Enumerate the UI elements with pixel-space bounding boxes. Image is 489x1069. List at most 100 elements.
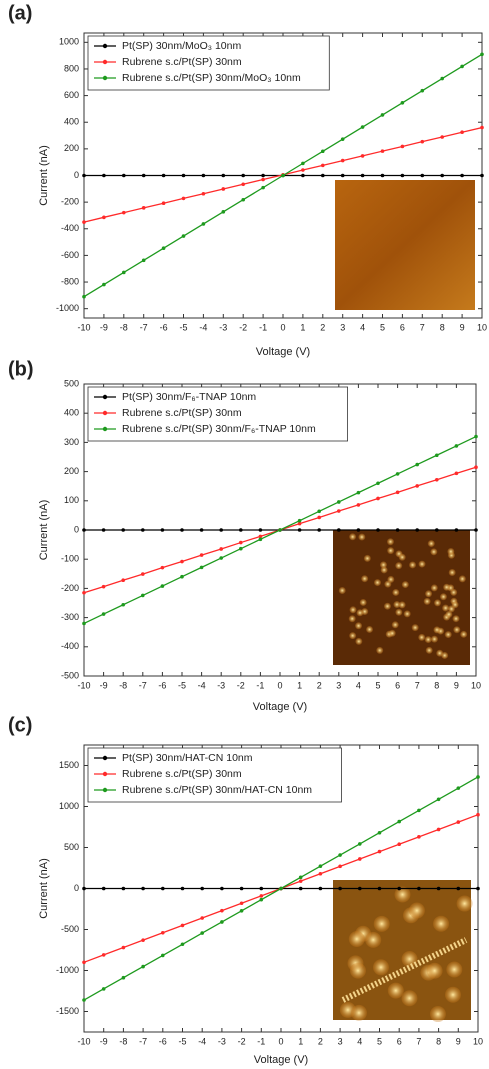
y-tick-label: -100 xyxy=(61,554,79,564)
data-point xyxy=(220,909,224,913)
data-point xyxy=(200,566,204,570)
data-point xyxy=(122,211,126,215)
legend-swatch xyxy=(103,788,107,792)
x-tick-label: -9 xyxy=(100,1036,108,1046)
data-point xyxy=(240,909,244,913)
data-point xyxy=(241,198,245,202)
data-point xyxy=(202,174,206,178)
afm-feature xyxy=(440,593,447,600)
x-tick-label: 6 xyxy=(397,1036,402,1046)
afm-feature xyxy=(424,598,431,605)
data-point xyxy=(181,887,185,891)
data-point xyxy=(281,174,285,178)
data-point xyxy=(361,154,365,158)
afm-inset xyxy=(335,180,475,310)
legend-swatch xyxy=(103,395,107,399)
legend-swatch xyxy=(103,772,107,776)
x-tick-label: -10 xyxy=(77,680,90,690)
data-point xyxy=(455,472,459,476)
x-axis-label: Voltage (V) xyxy=(254,1054,308,1066)
data-point xyxy=(279,887,283,891)
x-tick-label: 2 xyxy=(317,680,322,690)
data-point xyxy=(397,842,401,846)
data-point xyxy=(162,174,166,178)
y-tick-label: -200 xyxy=(61,583,79,593)
data-point xyxy=(476,813,480,817)
afm-feature xyxy=(433,626,440,633)
x-tick-label: 8 xyxy=(436,1036,441,1046)
afm-feature xyxy=(412,624,419,631)
y-tick-label: -1500 xyxy=(56,1006,79,1016)
y-tick-label: 400 xyxy=(64,117,79,127)
data-point xyxy=(460,174,464,178)
data-point xyxy=(319,864,323,868)
x-tick-label: -2 xyxy=(237,680,245,690)
data-point xyxy=(401,174,405,178)
data-point xyxy=(381,149,385,153)
data-point xyxy=(457,820,461,824)
legend-swatch xyxy=(103,60,107,64)
y-tick-label: 200 xyxy=(64,143,79,153)
data-point xyxy=(376,497,380,501)
data-point xyxy=(121,578,125,582)
x-tick-label: 7 xyxy=(416,1036,421,1046)
afm-feature xyxy=(373,959,389,975)
legend-label: Rubrene s.c/Pt(SP) 30nm xyxy=(122,56,242,68)
x-tick-label: 8 xyxy=(440,322,445,332)
x-tick-label: 9 xyxy=(454,680,459,690)
x-tick-label: 0 xyxy=(278,1036,283,1046)
data-point xyxy=(122,976,126,980)
y-tick-label: 200 xyxy=(64,466,79,476)
data-point xyxy=(341,159,345,163)
afm-feature xyxy=(387,547,394,554)
data-point xyxy=(102,987,106,991)
afm-feature xyxy=(430,1006,446,1022)
afm-feature xyxy=(392,621,399,628)
afm-feature xyxy=(387,576,394,583)
data-point xyxy=(219,528,223,532)
data-point xyxy=(378,887,382,891)
afm-feature xyxy=(392,589,399,596)
data-point xyxy=(200,528,204,532)
x-tick-label: -1 xyxy=(259,322,267,332)
data-point xyxy=(200,931,204,935)
x-tick-label: -4 xyxy=(198,1036,206,1046)
data-point xyxy=(102,585,106,589)
data-point xyxy=(102,953,106,957)
x-tick-label: -10 xyxy=(77,322,90,332)
data-point xyxy=(161,584,165,588)
data-point xyxy=(222,210,226,214)
panel-label: (c) xyxy=(8,714,32,736)
data-point xyxy=(317,516,321,520)
data-point xyxy=(219,556,223,560)
afm-feature xyxy=(339,587,346,594)
x-tick-label: -8 xyxy=(119,680,127,690)
afm-feature xyxy=(459,575,466,582)
afm-feature xyxy=(399,601,406,608)
y-tick-label: -1000 xyxy=(56,303,79,313)
x-tick-label: 4 xyxy=(357,1036,362,1046)
data-point xyxy=(261,178,265,182)
afm-feature xyxy=(399,554,406,561)
afm-feature xyxy=(431,636,438,643)
legend-label: Pt(SP) 30nm/F₆-TNAP 10nm xyxy=(122,391,256,403)
data-point xyxy=(200,553,204,557)
afm-feature xyxy=(427,963,443,979)
data-point xyxy=(161,954,165,958)
afm-feature xyxy=(355,622,362,629)
data-point xyxy=(457,786,461,790)
afm-feature xyxy=(443,584,450,591)
data-point xyxy=(474,465,478,469)
afm-feature xyxy=(409,903,425,919)
data-point xyxy=(102,216,106,220)
data-point xyxy=(180,560,184,564)
y-axis-label: Current (nA) xyxy=(38,858,50,919)
x-tick-label: -3 xyxy=(217,680,225,690)
x-tick-label: 5 xyxy=(380,322,385,332)
x-axis-label: Voltage (V) xyxy=(256,346,310,358)
x-tick-label: 5 xyxy=(375,680,380,690)
data-point xyxy=(278,528,282,532)
afm-feature xyxy=(376,647,383,654)
data-point xyxy=(376,481,380,485)
x-tick-label: -4 xyxy=(199,322,207,332)
